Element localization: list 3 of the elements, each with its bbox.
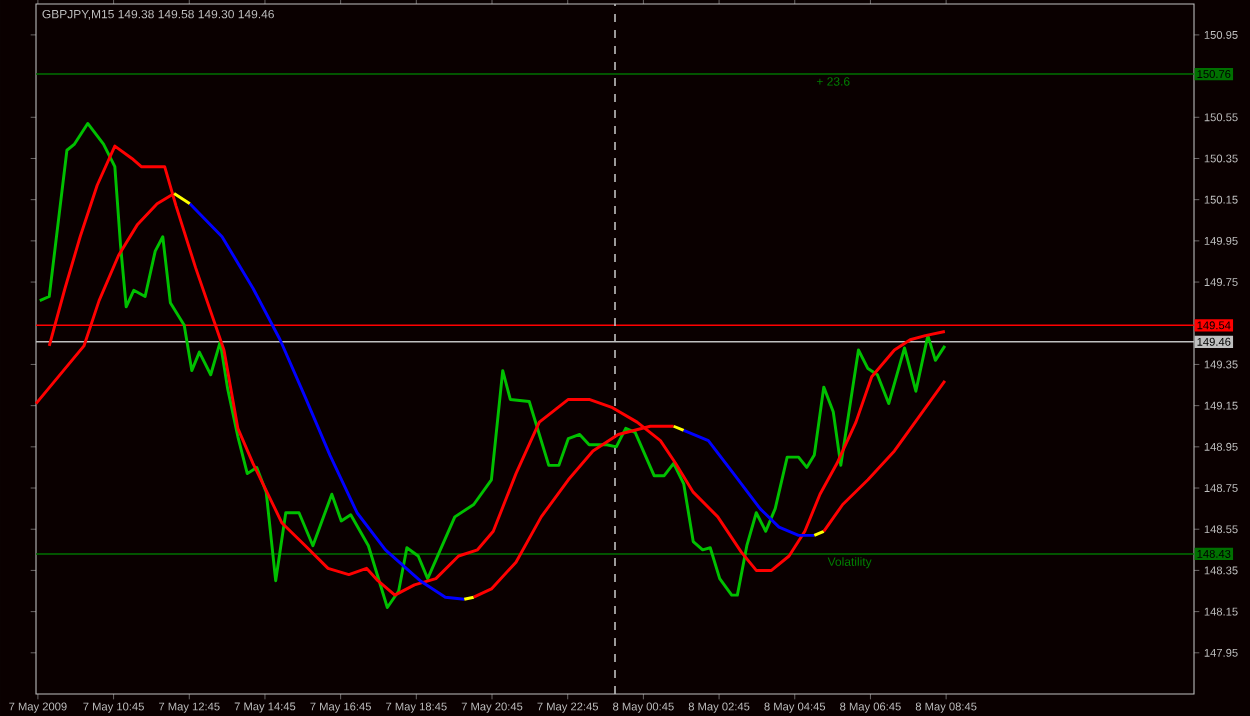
line-series <box>188 202 466 601</box>
line-series <box>682 428 816 537</box>
line-series <box>822 379 947 533</box>
